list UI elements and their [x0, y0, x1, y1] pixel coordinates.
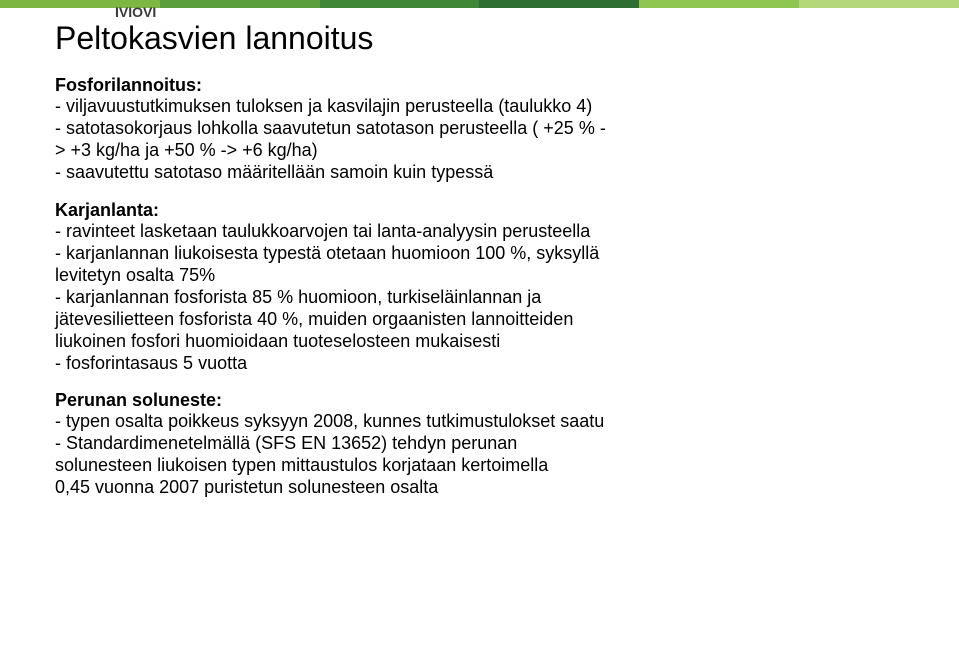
stripe	[639, 0, 799, 8]
section-label: Karjanlanta:	[55, 200, 904, 221]
section-karjanlanta: Karjanlanta: - ravinteet lasketaan taulu…	[55, 200, 904, 375]
section-label: Perunan soluneste:	[55, 390, 904, 411]
body-line: liukoinen fosfori huomioidaan tuoteselos…	[55, 331, 904, 353]
stripe	[479, 0, 639, 8]
stripe	[799, 0, 959, 8]
body-line: - fosforintasaus 5 vuotta	[55, 353, 904, 375]
section-perunan-soluneste: Perunan soluneste: - typen osalta poikke…	[55, 390, 904, 499]
body-line: - karjanlannan fosforista 85 % huomioon,…	[55, 287, 904, 309]
body-line: - satotasokorjaus lohkolla saavutetun sa…	[55, 118, 904, 140]
body-line: - ravinteet lasketaan taulukkoarvojen ta…	[55, 221, 904, 243]
body-line: solunesteen liukoisen typen mittaustulos…	[55, 455, 904, 477]
body-line: > +3 kg/ha ja +50 % -> +6 kg/ha)	[55, 140, 904, 162]
body-line: 0,45 vuonna 2007 puristetun solunesteen …	[55, 477, 904, 499]
body-line: - saavutettu satotaso määritellään samoi…	[55, 162, 904, 184]
section-fosforilannoitus: Fosforilannoitus: - viljavuustutkimuksen…	[55, 75, 904, 184]
body-line: - viljavuustutkimuksen tuloksen ja kasvi…	[55, 96, 904, 118]
body-line: jätevesilietteen fosforista 40 %, muiden…	[55, 309, 904, 331]
slide-body: Peltokasvien lannoitus Fosforilannoitus:…	[55, 18, 904, 655]
stripe	[320, 0, 480, 8]
page-title: Peltokasvien lannoitus	[55, 20, 904, 57]
body-line: - karjanlannan liukoisesta typestä oteta…	[55, 243, 904, 265]
section-label: Fosforilannoitus:	[55, 75, 904, 96]
stripe	[160, 0, 320, 8]
body-line: - Standardimenetelmällä (SFS EN 13652) t…	[55, 433, 904, 455]
body-line: levitetyn osalta 75%	[55, 265, 904, 287]
body-line: - typen osalta poikkeus syksyyn 2008, ku…	[55, 411, 904, 433]
